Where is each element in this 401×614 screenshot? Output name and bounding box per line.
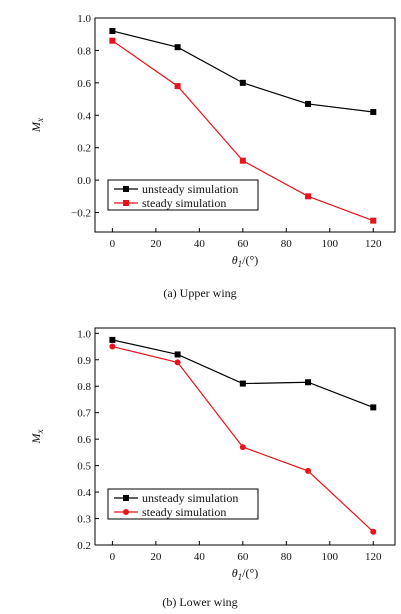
data-point — [109, 37, 116, 44]
series-line — [112, 30, 374, 113]
x-tick-label: 20 — [150, 551, 162, 563]
plot-frame — [94, 17, 396, 233]
y-tick-label: 0.7 — [77, 408, 91, 420]
data-point — [370, 528, 377, 535]
legend-label: unsteady simulation — [142, 491, 238, 505]
x-tick-label: 100 — [322, 238, 339, 250]
x-tick-label: 0 — [110, 238, 116, 250]
y-axis-label: Mx — [29, 430, 45, 445]
data-point — [370, 109, 377, 116]
x-tick-label: 120 — [365, 551, 382, 563]
x-tick-label: 60 — [237, 238, 249, 250]
y-tick-label: −0.2 — [71, 208, 91, 220]
data-point — [239, 79, 246, 86]
x-tick-label: 0 — [110, 551, 116, 563]
data-point — [109, 336, 116, 343]
legend-label: unsteady simulation — [142, 182, 238, 196]
x-tick-label: 120 — [365, 238, 382, 250]
x-axis-label: θ1/(°) — [232, 253, 259, 269]
data-point — [305, 193, 312, 200]
data-point — [174, 83, 181, 90]
y-tick-label: 0.4 — [77, 487, 91, 499]
x-tick-label: 40 — [194, 238, 206, 250]
data-point — [239, 444, 246, 451]
legend-box — [107, 179, 259, 211]
y-tick-label: 1.0 — [77, 13, 91, 25]
y-tick-label: 0.2 — [77, 540, 91, 552]
data-point — [174, 351, 181, 358]
data-point — [370, 217, 377, 224]
x-tick-label: 100 — [322, 551, 339, 563]
legend-marker — [123, 495, 129, 501]
y-axis-label: Mx — [29, 118, 45, 133]
data-point — [305, 467, 312, 474]
data-point — [239, 380, 246, 387]
legend-box — [107, 488, 259, 520]
legend-label: steady simulation — [142, 505, 226, 519]
y-tick-label: 0.6 — [77, 434, 91, 446]
y-tick-label: 0.3 — [77, 514, 91, 526]
x-tick-label: 80 — [281, 238, 293, 250]
data-point — [370, 404, 377, 411]
data-point — [305, 379, 312, 386]
chart-lower-wing: 0 20 40 60 80 100 120 0.2 0.3 0.4 0.5 0.6 0.7 0.8 0.9 1… — [29, 327, 396, 609]
y-tick-label: 1.0 — [77, 328, 91, 340]
legend-marker — [123, 509, 129, 515]
y-tick-label: 0.0 — [77, 175, 91, 187]
y-tick-label: 0.6 — [77, 78, 91, 90]
x-tick-label: 40 — [194, 551, 206, 563]
plot-frame — [94, 327, 396, 546]
x-tick-label: 60 — [237, 551, 249, 563]
y-tick-label: 0.5 — [77, 461, 91, 473]
x-axis-label: θ1/(°) — [232, 566, 259, 582]
y-tick-label: 0.8 — [77, 381, 91, 393]
y-tick-label: 0.4 — [77, 110, 91, 122]
y-tick-label: 0.2 — [77, 143, 91, 155]
data-point — [174, 359, 181, 366]
panel-caption: (a) Upper wing — [163, 286, 236, 300]
legend-marker — [123, 200, 129, 206]
y-tick-label: 0.8 — [77, 45, 91, 57]
data-point — [239, 157, 246, 164]
x-tick-label: 20 — [150, 238, 162, 250]
x-tick-label: 80 — [281, 551, 293, 563]
series-line — [112, 339, 374, 408]
legend-label: steady simulation — [142, 196, 226, 210]
panel-caption: (b) Lower wing — [162, 595, 237, 609]
y-tick-label: 0.9 — [77, 355, 91, 367]
chart-upper-wing: 0 20 40 60 80 100 120 −0.2 0.0 0.2 0.4 0.6 0.8 1.0 uns… — [29, 13, 396, 300]
legend-marker — [123, 186, 129, 192]
data-point — [174, 44, 181, 51]
data-point — [305, 100, 312, 107]
data-point — [109, 27, 116, 34]
data-point — [109, 343, 116, 350]
